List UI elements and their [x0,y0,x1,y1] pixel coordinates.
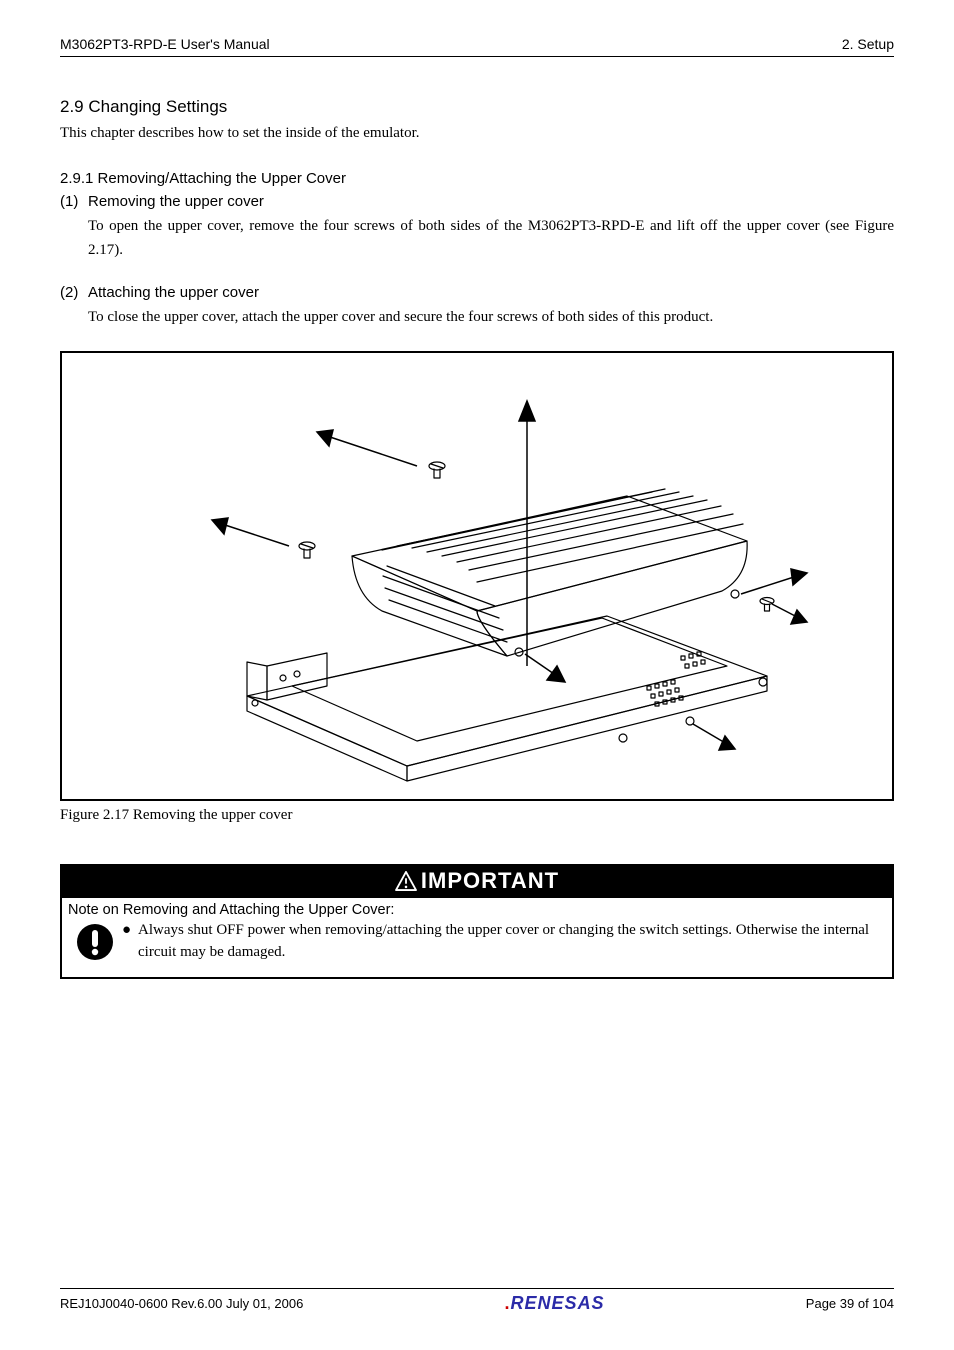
list-marker: (2) [60,284,88,301]
footer-right: Page 39 of 104 [806,1296,894,1311]
warning-triangle-icon [395,871,417,891]
warning-header: IMPORTANT [62,866,892,898]
footer-left: REJ10J0040-0600 Rev.6.00 July 01, 2006 [60,1296,303,1311]
warning-box: IMPORTANT Note on Removing and Attaching… [60,864,894,979]
bullet-marker: ● [122,920,138,964]
header-right: 2. Setup [842,36,894,52]
header-left: M3062PT3-RPD-E User's Manual [60,36,270,52]
list-title: Removing the upper cover [88,193,264,210]
list-title: Attaching the upper cover [88,284,259,301]
section-intro: This chapter describes how to set the in… [60,125,894,142]
list-item-2-body: To close the upper cover, attach the upp… [88,305,894,329]
section-heading: 2.9 Changing Settings [60,97,894,117]
exclamation-icon [68,920,122,967]
warning-header-text: IMPORTANT [421,868,559,893]
page-footer: REJ10J0040-0600 Rev.6.00 July 01, 2006 .… [60,1288,894,1314]
renesas-logo: .RENESAS [505,1293,605,1314]
list-item-2-header: (2) Attaching the upper cover [60,284,894,301]
list-item-1-header: (1) Removing the upper cover [60,193,894,210]
warning-note-title: Note on Removing and Attaching the Upper… [68,902,884,918]
page-header: M3062PT3-RPD-E User's Manual 2. Setup [60,36,894,57]
sub-heading: 2.9.1 Removing/Attaching the Upper Cover [60,170,894,187]
figure-caption: Figure 2.17 Removing the upper cover [60,807,894,824]
figure-box [60,351,894,801]
device-diagram-icon [127,366,827,786]
warning-bullet-text: Always shut OFF power when removing/atta… [138,920,884,964]
list-marker: (1) [60,193,88,210]
list-item-1-body: To open the upper cover, remove the four… [88,214,894,262]
warning-body: Note on Removing and Attaching the Upper… [62,898,892,977]
